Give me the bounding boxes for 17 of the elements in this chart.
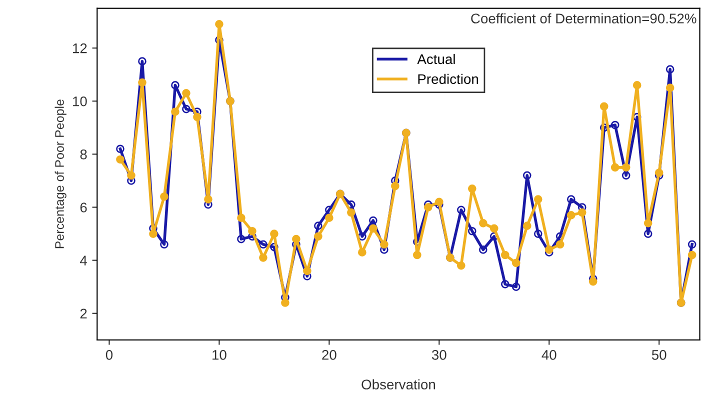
x-axis-title: Observation — [362, 379, 435, 390]
y-tick-label: 8 — [80, 150, 87, 160]
x-tick-label: 50 — [652, 350, 666, 360]
x-tick-label: 40 — [542, 350, 556, 360]
x-tick-label: 20 — [322, 350, 336, 360]
y-tick-label: 6 — [80, 202, 87, 212]
x-tick-label: 0 — [106, 350, 113, 360]
x-tick-label: 30 — [432, 350, 446, 360]
y-axis-title: Percentage of Poor People — [54, 100, 66, 248]
legend-label: Actual — [417, 54, 455, 64]
y-tick-label: 2 — [80, 308, 87, 318]
legend-label: Prediction — [418, 74, 478, 84]
x-tick-label: 10 — [212, 350, 226, 360]
y-tick-label: 12 — [73, 43, 87, 54]
y-tick-label: 4 — [80, 256, 88, 266]
annotation: Coefficient of Determination=90.52% — [471, 13, 696, 24]
y-tick-label: 10 — [73, 96, 87, 106]
